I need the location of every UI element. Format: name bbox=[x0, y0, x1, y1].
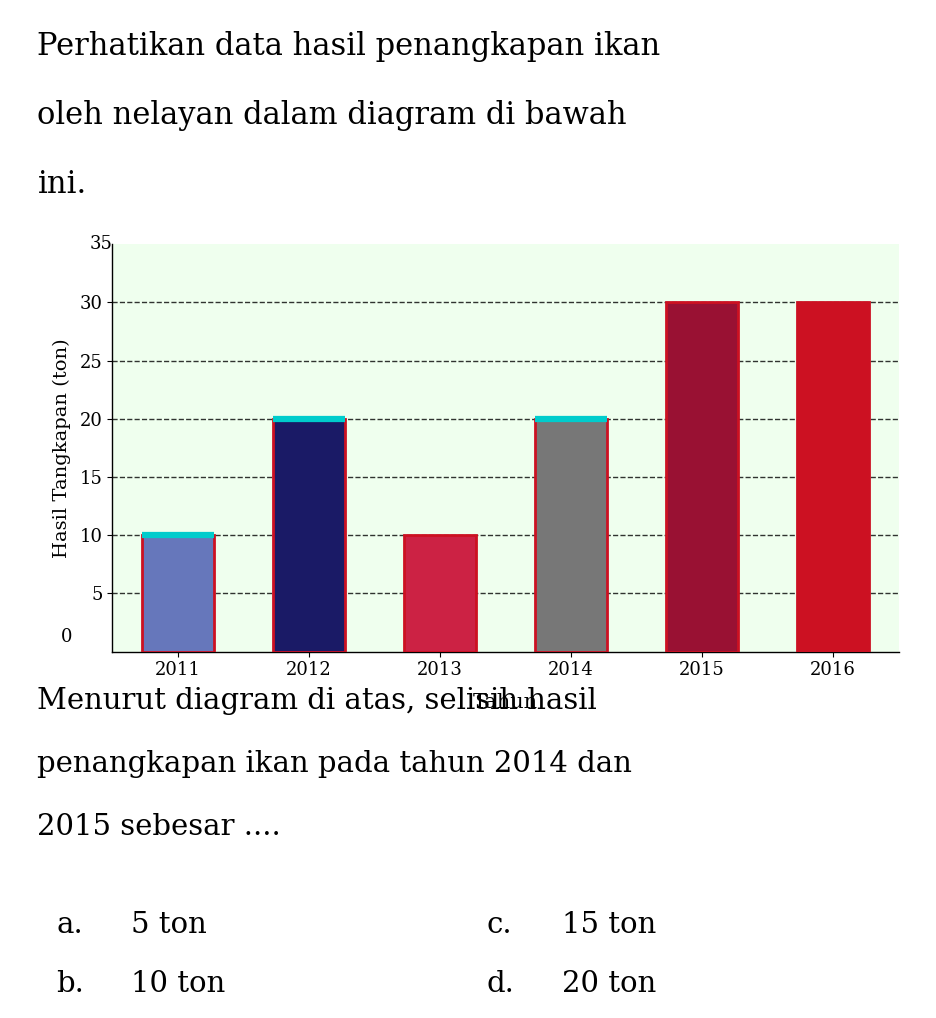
Text: penangkapan ikan pada tahun 2014 dan: penangkapan ikan pada tahun 2014 dan bbox=[37, 750, 633, 779]
X-axis label: Tahun: Tahun bbox=[473, 693, 538, 713]
Text: b.: b. bbox=[56, 970, 84, 999]
Text: 2015 sebesar ....: 2015 sebesar .... bbox=[37, 813, 281, 842]
Text: 10 ton: 10 ton bbox=[131, 970, 226, 999]
Text: d.: d. bbox=[487, 970, 515, 999]
Text: 35: 35 bbox=[90, 235, 112, 253]
Text: ini.: ini. bbox=[37, 169, 87, 200]
Text: c.: c. bbox=[487, 911, 512, 940]
Bar bbox=[142, 535, 213, 652]
Bar bbox=[404, 535, 476, 652]
Text: Perhatikan data hasil penangkapan ikan: Perhatikan data hasil penangkapan ikan bbox=[37, 31, 661, 61]
Bar bbox=[535, 418, 607, 652]
Text: oleh nelayan dalam diagram di bawah: oleh nelayan dalam diagram di bawah bbox=[37, 100, 627, 130]
Y-axis label: Hasil Tangkapan (ton): Hasil Tangkapan (ton) bbox=[53, 338, 71, 558]
Bar bbox=[273, 418, 344, 652]
Text: a.: a. bbox=[56, 911, 83, 940]
Text: 5 ton: 5 ton bbox=[131, 911, 207, 940]
Text: Menurut diagram di atas, selisih hasil: Menurut diagram di atas, selisih hasil bbox=[37, 687, 597, 716]
Bar bbox=[797, 302, 869, 652]
Text: 20 ton: 20 ton bbox=[562, 970, 656, 999]
Text: 0: 0 bbox=[61, 628, 72, 646]
Text: 15 ton: 15 ton bbox=[562, 911, 656, 940]
Bar bbox=[666, 302, 738, 652]
